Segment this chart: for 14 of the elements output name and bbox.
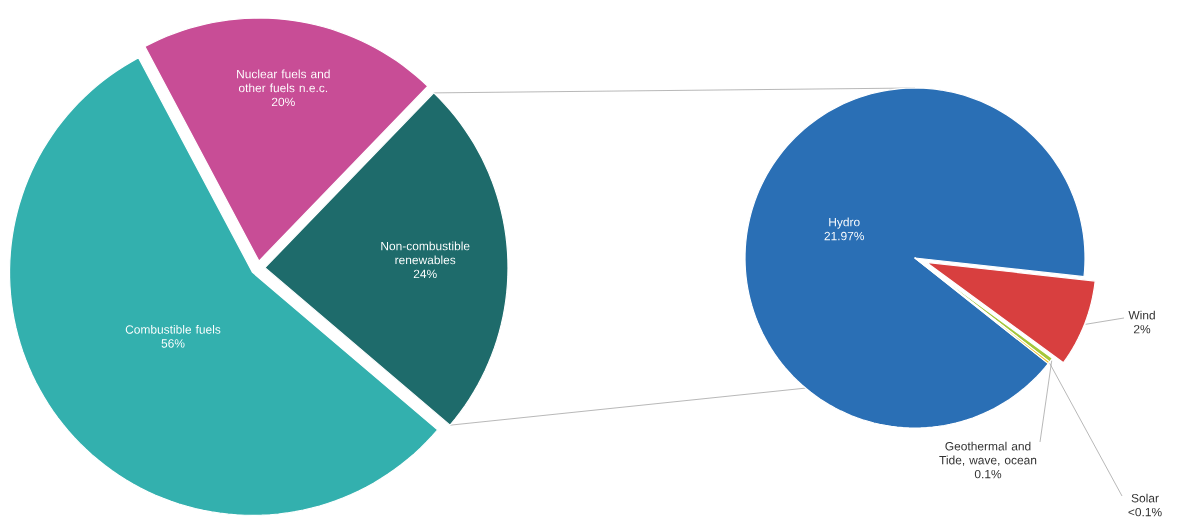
slice-label: Solar (1131, 493, 1159, 503)
slice-label: Geothermal and Tide, wave, ocean (939, 441, 1037, 466)
data-label: 24% (413, 269, 437, 279)
slice-label: Non-combustible renewables (381, 241, 470, 265)
slice-label: Combustible fuels (125, 324, 221, 334)
slice-label: Nuclear fuels and other fuels n.e.c. (237, 69, 330, 93)
data-label: 20% (271, 97, 295, 107)
data-label: <0.1% (1128, 507, 1162, 517)
data-label: 56% (161, 339, 185, 348)
data-label: 2% (1133, 324, 1151, 334)
data-label: 21.97% (824, 231, 865, 241)
slice-label: Wind (1128, 310, 1155, 320)
slice-label: Hydro (829, 217, 860, 229)
data-label: 0.1% (974, 469, 1002, 479)
